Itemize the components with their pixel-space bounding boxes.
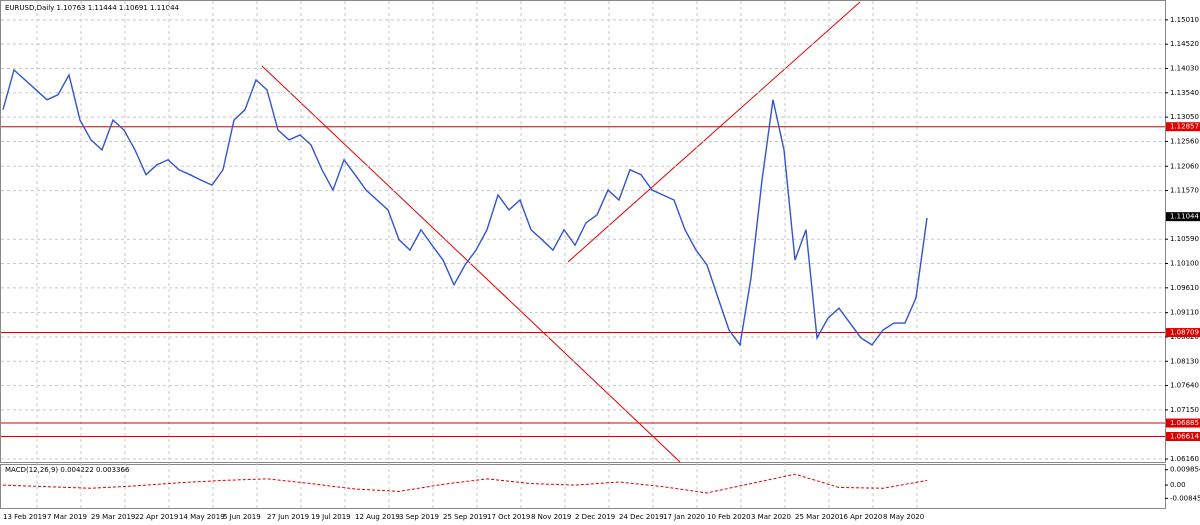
x-tick-label: 12 Aug 2019: [355, 513, 400, 521]
x-tick-label: 22 Apr 2019: [135, 513, 178, 521]
y-tick-label: 1.15010: [1170, 16, 1199, 24]
y-tick-label: 1.13540: [1170, 89, 1199, 97]
x-tick-label: 3 Mar 2020: [751, 513, 791, 521]
level-label: 1.06885: [1170, 419, 1199, 427]
price-tag: [1166, 212, 1200, 222]
y-tick-label: 1.12060: [1170, 162, 1199, 170]
y-tick-label: 1.07640: [1170, 382, 1199, 390]
x-tick-label: 5 Jun 2019: [223, 513, 261, 521]
x-tick-label: 14 May 2019: [179, 513, 225, 521]
level-tag: [1166, 431, 1200, 441]
x-tick-label: 19 Jul 2019: [311, 513, 351, 521]
macd-panel: [0, 464, 1166, 509]
chart-title: EURUSD,Daily 1.10763 1.11444 1.10691 1.1…: [5, 4, 180, 12]
y-tick-label: 1.14520: [1170, 40, 1199, 48]
x-tick-label: 17 Oct 2019: [487, 513, 530, 521]
x-tick-label: 16 Apr 2020: [839, 513, 882, 521]
price-label: 1.11044: [1170, 213, 1199, 221]
level-tag: [1166, 328, 1200, 338]
y-tick-label: 0.009854: [1170, 466, 1200, 474]
y-tick-label: 1.06160: [1170, 455, 1199, 463]
x-tick-label: 8 May 2020: [883, 513, 924, 521]
y-tick-label: 1.07150: [1170, 406, 1199, 414]
x-tick-label: 10 Feb 2020: [707, 513, 751, 521]
x-tick-label: 24 Dec 2019: [619, 513, 664, 521]
x-tick-label: 2 Dec 2019: [575, 513, 615, 521]
x-tick-label: 17 Jan 2020: [663, 513, 705, 521]
x-tick-label: 8 Nov 2019: [531, 513, 571, 521]
x-tick-label: 29 Mar 2019: [91, 513, 135, 521]
y-tick-label: 1.13050: [1170, 113, 1199, 121]
series-line: [2, 68, 928, 347]
x-tick-label: 25 Mar 2020: [795, 513, 839, 521]
x-tick-label: 3 Sep 2019: [399, 513, 439, 521]
level-tag: [1166, 122, 1200, 132]
level-tag: [1166, 418, 1200, 428]
y-tick-label: -0.008456: [1170, 494, 1200, 502]
level-label: 1.08709: [1170, 329, 1199, 337]
y-tick-label: 1.12560: [1170, 137, 1199, 145]
y-tick-label: 0.00: [1170, 481, 1186, 489]
trend-line: [567, 1, 861, 263]
series-line: [2, 473, 928, 494]
level-label: 1.06614: [1170, 432, 1199, 440]
y-tick-label: 1.10100: [1170, 260, 1199, 268]
y-tick-label: 1.09610: [1170, 284, 1199, 292]
y-tick-label: 1.08130: [1170, 357, 1199, 365]
price-panel: [0, 0, 1166, 463]
macd-title: MACD(12,26,9) 0.004222 0.003366: [5, 466, 130, 474]
x-tick-label: 7 Mar 2019: [47, 513, 87, 521]
y-tick-label: 1.11570: [1170, 187, 1199, 195]
level-label: 1.12857: [1170, 123, 1199, 131]
y-tick-label: 1.14030: [1170, 64, 1199, 72]
x-tick-label: 25 Sep 2019: [443, 513, 487, 521]
x-tick-label: 27 Jun 2019: [267, 513, 309, 521]
y-tick-label: 1.10590: [1170, 235, 1199, 243]
x-tick-label: 13 Feb 2019: [3, 513, 47, 521]
y-tick-label: 1.09110: [1170, 309, 1199, 317]
